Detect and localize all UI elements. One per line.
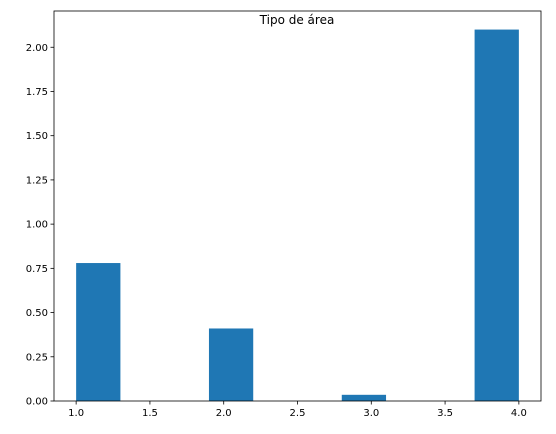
x-tick-label: 1.5 xyxy=(142,408,158,419)
y-tick-label: 0.00 xyxy=(26,397,48,408)
y-tick-label: 2.00 xyxy=(26,43,48,54)
y-tick-label: 1.00 xyxy=(26,220,48,231)
bar-9 xyxy=(474,29,519,401)
chart-title: Tipo de área xyxy=(259,13,335,27)
x-axis: 1.0 1.5 2.0 2.5 3.0 3.5 4.0 xyxy=(68,401,527,419)
bars-group xyxy=(76,29,519,401)
x-tick-label: 2.0 xyxy=(216,408,232,419)
y-tick-label: 1.50 xyxy=(26,131,48,142)
y-tick-label: 1.75 xyxy=(26,87,48,98)
x-tick-label: 1.0 xyxy=(68,408,84,419)
bar-6 xyxy=(341,394,387,401)
bar-3 xyxy=(208,328,254,401)
x-tick-label: 3.0 xyxy=(363,408,379,419)
bar-0 xyxy=(76,263,121,401)
y-tick-label: 0.75 xyxy=(26,264,48,275)
x-tick-label: 3.5 xyxy=(437,408,453,419)
x-tick-label: 4.0 xyxy=(511,408,527,419)
x-tick-label: 2.5 xyxy=(290,408,306,419)
plot-frame xyxy=(53,10,542,402)
y-tick-label: 1.25 xyxy=(26,175,48,186)
y-tick-label: 0.50 xyxy=(26,308,48,319)
y-axis: 0.00 0.25 0.50 0.75 1.00 1.25 1.50 1.75 2.00 xyxy=(26,43,54,408)
y-tick-label: 0.25 xyxy=(26,352,48,363)
